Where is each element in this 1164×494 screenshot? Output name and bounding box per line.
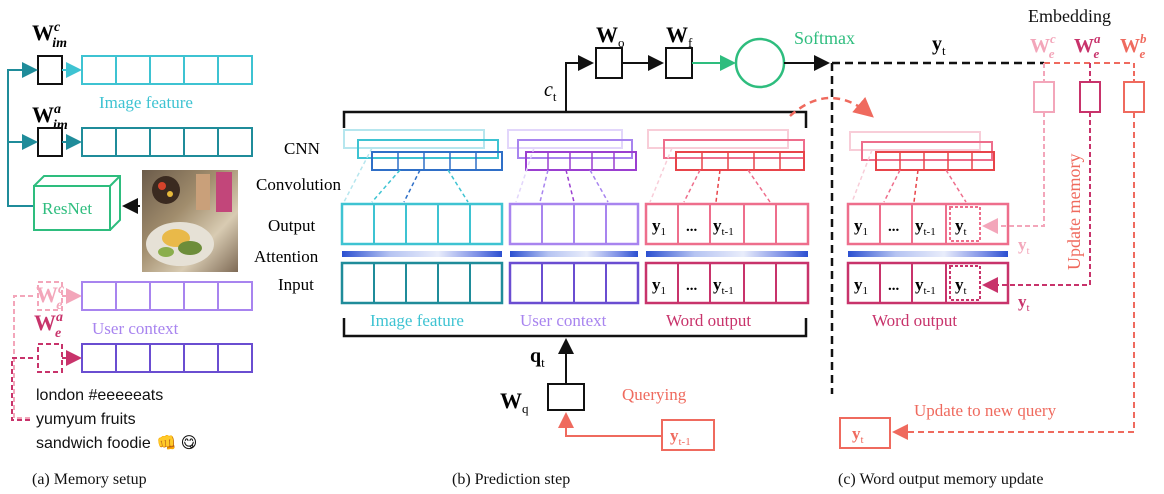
hashtag-line-3: sandwich foodie 👊 😋 [36,433,197,452]
svg-text:y1: y1 [854,275,868,297]
svg-text:yt: yt [955,216,967,238]
w-q-box [547,383,585,411]
bottom-bracket [342,318,808,338]
y-t-label: yt [932,33,946,58]
new-query-box [839,417,891,449]
attention-bar-image [342,251,502,257]
w-im-c-box [37,55,63,85]
smile-icon: 😋 [181,433,198,452]
svg-text:yt: yt [955,275,967,297]
we-a-label: Wa e [1074,31,1101,61]
query-y-label: yt-1 [670,426,691,448]
user-context-memory-c [81,281,253,311]
w-im-c-label: Wc im [32,20,67,51]
svg-text:y1: y1 [652,275,666,297]
image-feature-label: Image feature [99,93,193,112]
svg-text:y1: y1 [854,216,868,238]
w-q-label: Wq [500,388,529,416]
svg-text:yt-1: yt-1 [915,216,936,238]
w-im-a-label: Wa im [32,102,68,133]
svg-text:...: ... [888,219,900,235]
output-word-output: y1 ... yt-1 [644,202,810,246]
w-f-label: Wf [666,22,693,50]
caption-b: (b) Prediction step [452,471,570,488]
cnn-word-output [647,129,805,203]
cnn-image-feature [343,129,503,203]
attention-bar-update [848,251,1008,257]
prediction-panel: Wo Wf Softmax ct CNN Convolution Output … [254,22,874,488]
update-output-row: y1 ... yt-1 yt [846,202,1010,246]
fist-icon: 👊 [157,433,177,452]
querying-label: Querying [622,385,687,404]
input-label: Input [278,275,314,294]
user-context-label: User context [92,319,179,338]
w-e-c-box [37,281,63,311]
w-o-box [595,47,623,79]
memory-setup-panel: Wc im Image feature Wa im [7,20,253,488]
update-panel: yt Embedding Wc e Wa e Wb e Update memory [830,6,1147,488]
attention-bar-user [510,251,638,257]
w-f-box [665,47,693,79]
w-e-a-box [37,343,63,373]
svg-text:...: ... [686,278,698,294]
update-query-label: Update to new query [914,401,1057,420]
w-e-a-label: Wa e [34,310,63,341]
user-context-memory-a [81,343,253,373]
svg-text:y1: y1 [652,216,666,238]
new-query-label: yt [852,424,864,446]
output-image-feature [340,202,504,246]
query-y-box [661,419,715,451]
output-label: Output [268,216,316,235]
svg-text:yt-1: yt-1 [915,275,936,297]
attention-label: Attention [254,247,319,266]
input-user-context [508,261,640,305]
word-output-bottom-label: Word output [666,311,751,330]
image-feature-bottom-label: Image feature [370,311,464,330]
word-output-update-label: Word output [872,311,957,330]
svg-text:...: ... [686,219,698,235]
svg-text:yt-1: yt-1 [713,275,734,297]
resnet-block: ResNet [33,175,121,231]
user-context-bottom-label: User context [520,311,607,330]
caption-c: (c) Word output memory update [838,471,1043,488]
attention-bar-word [646,251,808,257]
hashtag-line-2: yumyum fruits [36,411,136,428]
output-user-context [508,202,640,246]
yt-label-c: yt [1018,235,1030,257]
resnet-label: ResNet [42,199,92,218]
image-feature-memory-c [81,55,253,85]
yt-label-a: yt [1018,292,1030,314]
update-memory-label: Update memory [1064,154,1084,270]
w-e-c-label: Wc e [36,282,65,313]
c-t-label: ct [544,79,557,104]
svg-text:yt-1: yt-1 [713,216,734,238]
softmax-node [734,37,786,89]
softmax-label: Softmax [794,28,855,48]
input-word-output: y1 ... yt-1 [644,261,810,305]
we-a-box [1079,81,1101,113]
we-b-box [1123,81,1145,113]
we-c-box [1033,81,1055,113]
we-b-label: Wb e [1120,31,1147,61]
image-feature-memory-a [81,127,253,157]
food-photo [142,170,238,272]
svg-text:...: ... [888,278,900,294]
cnn-user-context [507,129,637,203]
convolution-label: Convolution [256,175,342,194]
w-o-label: Wo [596,22,625,50]
update-input-row: y1 ... yt-1 yt [846,261,1010,305]
caption-a: (a) Memory setup [32,471,147,488]
input-image-feature [340,261,504,305]
q-t-label: qt [530,345,545,370]
top-bracket [342,110,808,128]
cnn-update [849,131,995,203]
hashtag-line-1: london #eeeeeats [36,387,163,404]
cnn-label: CNN [284,139,320,158]
embedding-label: Embedding [1028,6,1111,26]
we-c-label: Wc e [1030,31,1056,61]
